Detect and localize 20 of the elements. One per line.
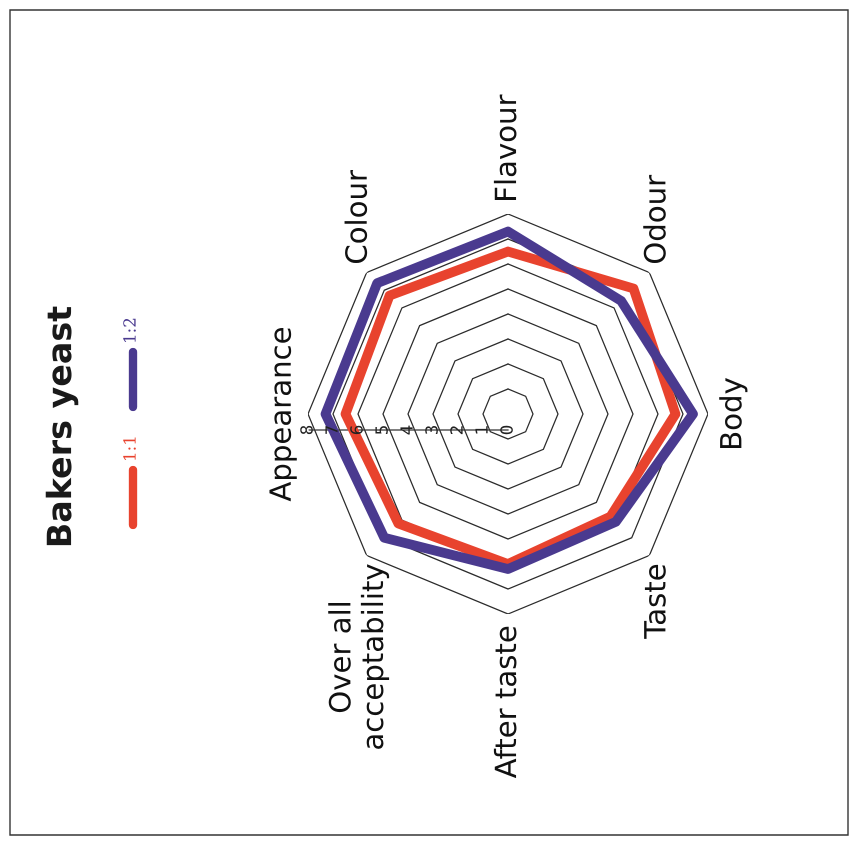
- text: 1:1: [123, 438, 136, 460]
- text: Bakers yeast: [46, 306, 78, 546]
- y-tick-label: 0: [500, 426, 513, 434]
- y-tick-label: 3: [425, 426, 438, 434]
- y-tick-label: 1: [475, 426, 488, 434]
- y-tick-label: 7: [325, 426, 338, 434]
- spoke-label: Taste: [644, 564, 666, 639]
- y-tick-label: 5: [375, 426, 388, 434]
- spoke-label: Flavour: [494, 94, 516, 200]
- spoke-label: Odour: [643, 174, 666, 264]
- text: 1:2: [123, 318, 136, 342]
- spoke-label: After taste: [494, 626, 516, 778]
- spoke-label: Appearance: [269, 328, 297, 502]
- y-tick-label: 8: [300, 426, 313, 434]
- y-tick-label: 4: [400, 426, 413, 434]
- y-tick-label: 2: [450, 426, 463, 434]
- spoke-label: Over all acceptability: [328, 564, 390, 749]
- y-tick-label: 6: [350, 426, 363, 434]
- spoke-label: Body: [719, 378, 748, 448]
- spoke-label: Colour: [344, 170, 368, 264]
